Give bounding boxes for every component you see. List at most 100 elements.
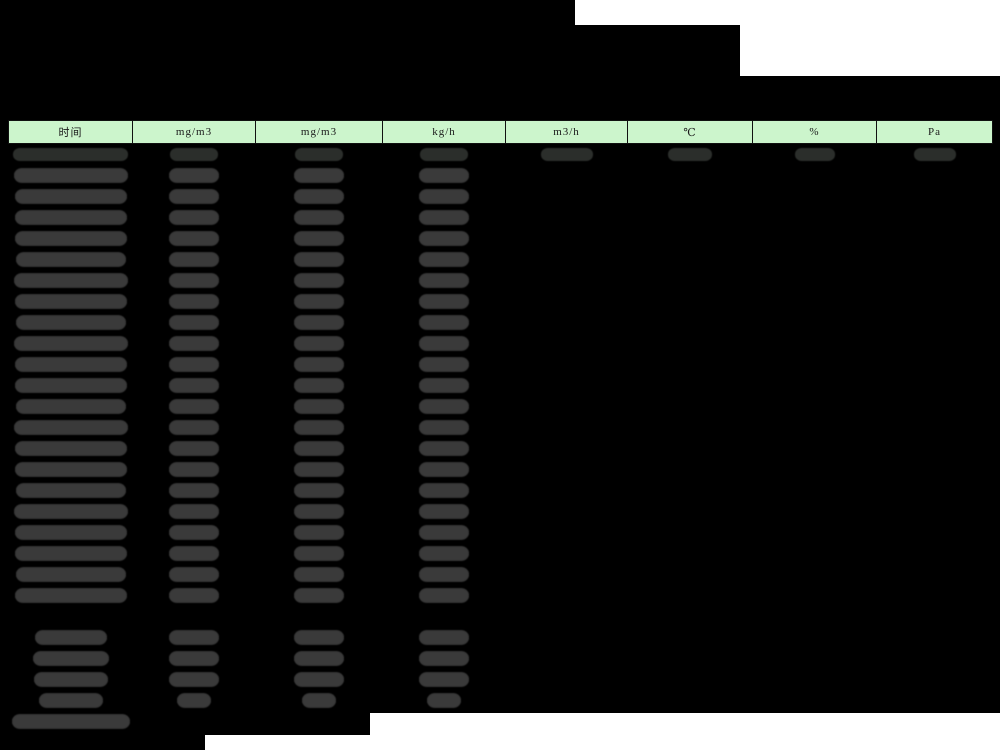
cell-pressure[interactable] [876, 648, 993, 669]
cell-concentration-1[interactable] [132, 354, 256, 375]
cell-mass-flow[interactable] [382, 312, 506, 333]
cell-humidity[interactable] [752, 417, 877, 438]
cell-pressure[interactable] [876, 249, 993, 270]
column-header-concentration-1[interactable]: mg/m3 [132, 120, 256, 144]
cell-volume-flow[interactable] [505, 291, 628, 312]
table-summary-row[interactable] [8, 690, 993, 711]
table-summary-row[interactable] [8, 669, 993, 690]
cell-mass-flow[interactable] [382, 501, 506, 522]
cell-pressure[interactable] [876, 522, 993, 543]
cell-mass-flow[interactable] [382, 438, 506, 459]
cell-temperature[interactable] [627, 207, 753, 228]
cell-concentration-1[interactable] [132, 291, 256, 312]
table-row[interactable] [8, 417, 993, 438]
cell-time[interactable] [8, 375, 133, 396]
cell-humidity[interactable] [752, 543, 877, 564]
cell-humidity[interactable] [752, 312, 877, 333]
cell-concentration-1[interactable] [132, 459, 256, 480]
cell-humidity[interactable] [752, 438, 877, 459]
cell-concentration-2[interactable] [255, 375, 383, 396]
column-header-pressure[interactable]: Pa [876, 120, 993, 144]
cell-volume-flow[interactable] [505, 480, 628, 501]
cell-volume-flow[interactable] [505, 690, 628, 711]
cell-time[interactable] [8, 333, 133, 354]
cell-concentration-2[interactable] [255, 165, 383, 186]
table-row[interactable] [8, 375, 993, 396]
cell-volume-flow[interactable] [505, 249, 628, 270]
cell-concentration-2[interactable] [255, 143, 383, 165]
cell-mass-flow[interactable] [382, 585, 506, 606]
column-header-time[interactable]: 时间 [8, 120, 133, 144]
cell-mass-flow[interactable] [382, 648, 506, 669]
cell-time[interactable] [8, 143, 133, 165]
cell-humidity[interactable] [752, 690, 877, 711]
cell-time[interactable] [8, 270, 133, 291]
cell-volume-flow[interactable] [505, 543, 628, 564]
cell-humidity[interactable] [752, 165, 877, 186]
cell-temperature[interactable] [627, 165, 753, 186]
table-row[interactable] [8, 291, 993, 312]
cell-concentration-1[interactable] [132, 417, 256, 438]
cell-concentration-1[interactable] [132, 627, 256, 648]
table-row[interactable] [8, 564, 993, 585]
cell-mass-flow[interactable] [382, 270, 506, 291]
table-row[interactable] [8, 333, 993, 354]
cell-time[interactable] [8, 459, 133, 480]
cell-pressure[interactable] [876, 354, 993, 375]
cell-time[interactable] [8, 564, 133, 585]
cell-volume-flow[interactable] [505, 648, 628, 669]
cell-mass-flow[interactable] [382, 522, 506, 543]
cell-concentration-1[interactable] [132, 543, 256, 564]
table-row[interactable] [8, 249, 993, 270]
cell-temperature[interactable] [627, 438, 753, 459]
cell-concentration-1[interactable] [132, 249, 256, 270]
cell-concentration-1[interactable] [132, 207, 256, 228]
cell-volume-flow[interactable] [505, 143, 628, 165]
cell-humidity[interactable] [752, 522, 877, 543]
cell-humidity[interactable] [752, 627, 877, 648]
cell-concentration-1[interactable] [132, 312, 256, 333]
cell-concentration-2[interactable] [255, 648, 383, 669]
cell-mass-flow[interactable] [382, 543, 506, 564]
table-row[interactable] [8, 207, 993, 228]
cell-time[interactable] [8, 669, 133, 690]
cell-volume-flow[interactable] [505, 354, 628, 375]
cell-concentration-2[interactable] [255, 333, 383, 354]
cell-volume-flow[interactable] [505, 459, 628, 480]
cell-volume-flow[interactable] [505, 228, 628, 249]
cell-temperature[interactable] [627, 543, 753, 564]
cell-temperature[interactable] [627, 143, 753, 165]
cell-volume-flow[interactable] [505, 396, 628, 417]
cell-pressure[interactable] [876, 228, 993, 249]
cell-volume-flow[interactable] [505, 312, 628, 333]
cell-concentration-2[interactable] [255, 207, 383, 228]
cell-pressure[interactable] [876, 291, 993, 312]
cell-pressure[interactable] [876, 459, 993, 480]
cell-volume-flow[interactable] [505, 417, 628, 438]
cell-humidity[interactable] [752, 396, 877, 417]
cell-mass-flow[interactable] [382, 143, 506, 165]
cell-temperature[interactable] [627, 564, 753, 585]
cell-concentration-1[interactable] [132, 711, 256, 732]
cell-volume-flow[interactable] [505, 333, 628, 354]
cell-time[interactable] [8, 522, 133, 543]
cell-temperature[interactable] [627, 291, 753, 312]
column-header-humidity[interactable]: % [752, 120, 877, 144]
table-summary-row[interactable] [8, 627, 993, 648]
table-row[interactable] [8, 396, 993, 417]
cell-volume-flow[interactable] [505, 522, 628, 543]
cell-concentration-2[interactable] [255, 564, 383, 585]
cell-concentration-2[interactable] [255, 291, 383, 312]
cell-mass-flow[interactable] [382, 459, 506, 480]
cell-pressure[interactable] [876, 375, 993, 396]
cell-humidity[interactable] [752, 333, 877, 354]
cell-temperature[interactable] [627, 186, 753, 207]
cell-pressure[interactable] [876, 669, 993, 690]
cell-concentration-1[interactable] [132, 585, 256, 606]
cell-concentration-1[interactable] [132, 438, 256, 459]
cell-mass-flow[interactable] [382, 207, 506, 228]
column-header-volume-flow[interactable]: m3/h [505, 120, 628, 144]
cell-time[interactable] [8, 585, 133, 606]
table-summary-row[interactable] [8, 648, 993, 669]
cell-time[interactable] [8, 354, 133, 375]
